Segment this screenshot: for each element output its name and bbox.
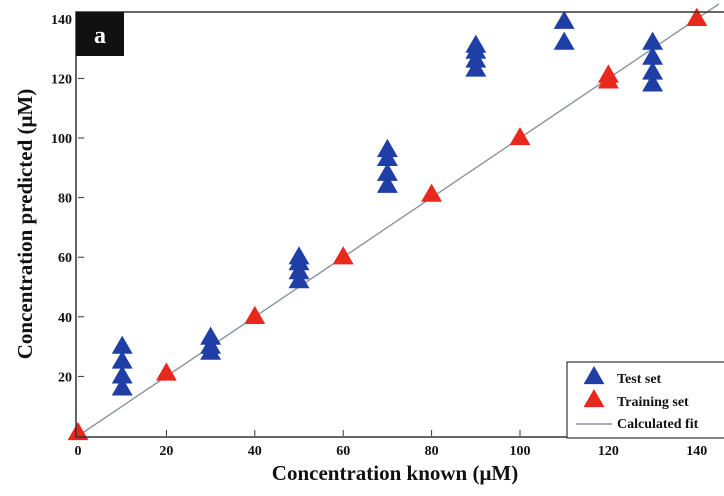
legend-label-calculated-fit: Calculated fit: [617, 417, 699, 432]
test-set-point: [111, 365, 133, 384]
test-set-point: [376, 162, 398, 181]
x-tick-label: 100: [510, 444, 531, 459]
y-tick-label: 40: [58, 311, 72, 326]
plot-frame: [75, 11, 724, 438]
legend-marker-training-set: [583, 389, 605, 408]
x-axis-title: Concentration known (μM): [272, 461, 518, 485]
panel-label-badge: a: [76, 12, 124, 56]
x-axis-ticks: 0 20 40 60 80 100 120 140: [75, 430, 707, 459]
test-set-point: [376, 174, 398, 193]
legend-label-training-set: Training set: [617, 395, 689, 410]
test-set-point: [465, 34, 487, 53]
x-tick-label: 0: [75, 444, 82, 459]
test-set-point: [288, 246, 310, 265]
y-tick-label: 120: [51, 72, 72, 87]
x-tick-label: 20: [159, 444, 173, 459]
x-tick-label: 120: [598, 444, 619, 459]
test-set-point: [200, 326, 222, 345]
y-tick-label: 140: [51, 13, 72, 28]
training-set-point: [421, 183, 443, 202]
training-set-point: [155, 362, 177, 381]
y-tick-label: 60: [58, 251, 72, 266]
test-set-point: [553, 10, 575, 29]
training-set-point: [597, 64, 619, 83]
panel-label: a: [94, 23, 106, 49]
x-tick-label: 40: [248, 444, 262, 459]
training-set-point: [509, 127, 531, 146]
test-set-point: [376, 138, 398, 158]
legend-label-test-set: Test set: [617, 372, 662, 387]
test-set-point: [642, 31, 664, 50]
test-set-point: [111, 377, 133, 396]
y-tick-label: 80: [58, 192, 72, 207]
data-marks: [67, 3, 720, 441]
x-tick-label: 80: [425, 444, 439, 459]
training-set-point: [686, 7, 708, 26]
test-set-point: [642, 73, 664, 92]
y-axis-ticks: 20 40 60 80 100 120 140: [51, 13, 84, 385]
y-axis-title: Concentration predicted (μM): [13, 89, 37, 359]
test-set-point: [111, 350, 133, 369]
test-set-point: [553, 31, 575, 50]
y-tick-label: 100: [51, 132, 72, 147]
test-set-point: [111, 335, 133, 354]
test-set-point: [642, 61, 664, 80]
training-set-point: [67, 422, 89, 441]
legend: Test set Training set Calculated fit: [566, 361, 724, 439]
x-tick-label: 140: [686, 444, 707, 459]
training-set-point: [244, 305, 266, 324]
training-set-point: [332, 246, 354, 265]
x-tick-label: 60: [336, 444, 350, 459]
legend-marker-test-set: [583, 366, 605, 385]
test-set-point: [642, 46, 664, 65]
y-tick-label: 20: [58, 370, 72, 385]
